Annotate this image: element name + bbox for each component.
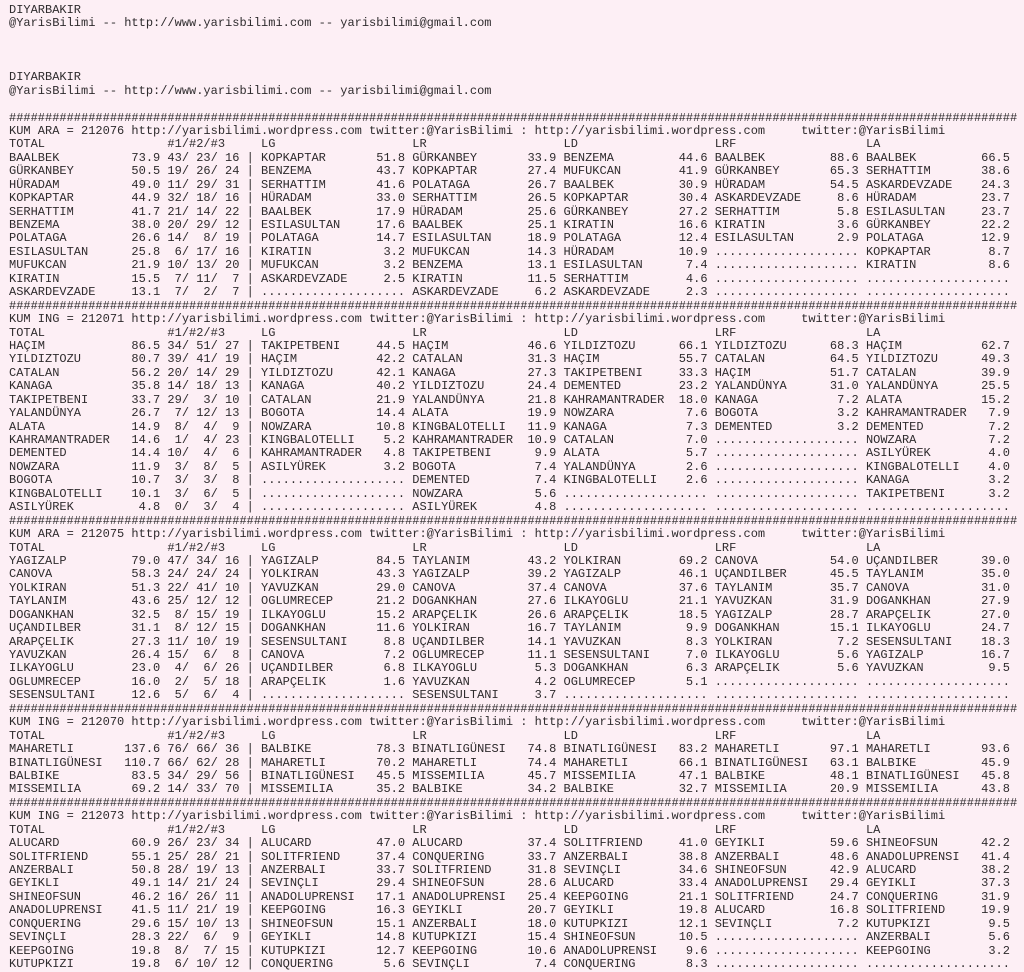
separator-line: ########################################… [9, 795, 1018, 810]
separator-line: ########################################… [9, 513, 1018, 528]
table-row: BAALBEK 73.9 43/ 23/ 16 | KOPKAPTAR 51.8… [9, 150, 1010, 165]
table-row: KINGBALOTELLI 10.1 3/ 6/ 5 | ...........… [9, 486, 1010, 501]
table-row: KOPKAPTAR 44.9 32/ 18/ 16 | HÜRADAM 33.0… [9, 191, 1010, 206]
column-header-row: TOTAL #1/#2/#3 LG LR LD LRF LA [9, 822, 1010, 837]
table-row: KUTUPKIZI 19.8 6/ 10/ 12 | CONQUERING 5.… [9, 957, 1010, 972]
table-row: YILDIZTOZU 80.7 39/ 41/ 19 | HAÇIM 42.2 … [9, 352, 1010, 367]
table-row: MUFUKCAN 21.9 10/ 13/ 20 | MUFUKCAN 3.2 … [9, 258, 1010, 273]
table-row: TAKIPETBENI 33.7 29/ 3/ 10 | CATALAN 21.… [9, 392, 1010, 407]
blank-line [9, 44, 1024, 57]
table-row: BOGOTA 10.7 3/ 3/ 8 | ..................… [9, 473, 1010, 488]
blank-line [9, 58, 1024, 71]
table-row: KIRATIN 15.5 7/ 11/ 7 | ASKARDEVZADE 2.5… [9, 271, 1010, 286]
table-row: ARAPÇELIK 27.3 11/ 10/ 19 | SESENSULTANI… [9, 634, 1010, 649]
separator-line: ########################################… [9, 701, 1018, 716]
section-header: KUM ARA = 212075 http://yarisbilimi.word… [9, 527, 946, 542]
blank-line [9, 31, 1024, 44]
table-row: ASILYÜREK 4.8 0/ 3/ 4 | ................… [9, 500, 1010, 515]
table-row: SESENSULTANI 12.6 5/ 6/ 4 | ............… [9, 688, 1010, 703]
table-row: MISSEMILIA 69.2 14/ 33/ 70 | MISSEMILIA … [9, 782, 1010, 797]
table-row: HAÇIM 86.5 34/ 51/ 27 | TAKIPETBENI 44.5… [9, 338, 1010, 353]
table-row: KAHRAMANTRADER 14.6 1/ 4/ 23 | KINGBALOT… [9, 433, 1010, 447]
separator-line: ########################################… [9, 110, 1018, 125]
table-row: ALUCARD 60.9 26/ 23/ 34 | ALUCARD 47.0 A… [9, 836, 1010, 851]
table-row: ALATA 14.9 8/ 4/ 9 | NOWZARA 10.8 KINGBA… [9, 419, 1010, 434]
table-row: GÜRKANBEY 50.5 19/ 26/ 24 | BENZEMA 43.7… [9, 164, 1010, 179]
column-header-row: TOTAL #1/#2/#3 LG LR LD LRF LA [9, 540, 1010, 555]
table-row: ANZERBALI 50.8 28/ 19/ 13 | ANZERBALI 33… [9, 863, 1010, 877]
table-row: YAGIZALP 79.0 47/ 34/ 16 | YAGIZALP 84.5… [9, 553, 1010, 568]
table-row: BALBIKE 83.5 34/ 29/ 56 | BINATLIGÜNESI … [9, 768, 1010, 783]
table-row: MAHARETLI 137.6 76/ 66/ 36 | BALBIKE 78.… [9, 742, 1010, 757]
table-row: SOLITFRIEND 55.1 25/ 28/ 21 | SOLITFRIEN… [9, 849, 1010, 864]
table-row: DOGANKHAN 32.5 8/ 15/ 19 | ILKAYOGLU 15.… [9, 607, 1010, 622]
section-header: KUM ING = 212070 http://yarisbilimi.word… [9, 715, 946, 730]
table-row: ANADOLUPRENSI 41.5 11/ 21/ 19 | KEEPGOIN… [9, 903, 1010, 918]
table-row: TAYLANIM 43.6 25/ 12/ 12 | OGLUMRECEP 21… [9, 594, 1010, 609]
blank-line [9, 98, 1024, 111]
table-row: OGLUMRECEP 16.0 2/ 5/ 18 | ARAPÇELIK 1.6… [9, 674, 1010, 689]
table-row: CONQUERING 29.6 15/ 10/ 13 | SHINEOFSUN … [9, 916, 1010, 931]
table-row: ILKAYOGLU 23.0 4/ 6/ 26 | UÇANDILBER 6.8… [9, 661, 1010, 676]
column-header-row: TOTAL #1/#2/#3 LG LR LD LRF LA [9, 325, 1010, 340]
table-row: YALANDÜNYA 26.7 7/ 12/ 13 | BOGOTA 14.4 … [9, 406, 1010, 421]
table-row: BINATLIGÜNESI 110.7 66/ 62/ 28 | MAHARET… [9, 755, 1010, 770]
section-header: KUM ING = 212071 http://yarisbilimi.word… [9, 312, 946, 327]
table-row: DEMENTED 14.4 10/ 4/ 6 | KAHRAMANTRADER … [9, 446, 1010, 461]
byline-repeat: @YarisBilimi -- http://www.yarisbilimi.c… [9, 83, 492, 98]
table-row: ESILASULTAN 25.8 6/ 17/ 16 | KIRATIN 3.2… [9, 244, 1010, 259]
page-title-repeat: DIYARBAKIR [9, 70, 82, 85]
table-row: SERHATTIM 41.7 21/ 14/ 22 | BAALBEK 17.9… [9, 204, 1010, 219]
table-row: YOLKIRAN 51.3 22/ 41/ 10 | YAVUZKAN 29.0… [9, 580, 1010, 595]
table-row: CATALAN 56.2 20/ 14/ 29 | YILDIZTOZU 42.… [9, 365, 1010, 380]
table-row: YAVUZKAN 26.4 15/ 6/ 8 | CANOVA 7.2 OGLU… [9, 648, 1010, 662]
table-row: CANOVA 58.3 24/ 24/ 24 | YOLKIRAN 43.3 Y… [9, 567, 1010, 582]
table-row: ASKARDEVZADE 13.1 7/ 2/ 7 | ............… [9, 285, 1010, 300]
section-header: KUM ING = 212073 http://yarisbilimi.word… [9, 809, 946, 824]
table-row: NOWZARA 11.9 3/ 8/ 5 | ASILYÜREK 3.2 BOG… [9, 459, 1010, 474]
byline: @YarisBilimi -- http://www.yarisbilimi.c… [9, 16, 492, 31]
separator-line: ########################################… [9, 298, 1018, 313]
table-row: HÜRADAM 49.0 11/ 29/ 31 | SERHATTIM 41.6… [9, 177, 1010, 192]
table-row: SEVINÇLI 28.3 22/ 6/ 9 | GEYIKLI 14.8 KU… [9, 930, 1010, 945]
table-row: GEYIKLI 49.1 14/ 21/ 24 | SEVINÇLI 29.4 … [9, 876, 1010, 891]
table-row: SHINEOFSUN 46.2 16/ 26/ 11 | ANADOLUPREN… [9, 889, 1010, 904]
page-title: DIYARBAKIR [9, 3, 82, 17]
report-sections: ########################################… [9, 110, 1024, 972]
table-row: BENZEMA 38.0 20/ 29/ 12 | ESILASULTAN 17… [9, 218, 1010, 232]
table-row: KEEPGOING 19.8 8/ 7/ 15 | KUTUPKIZI 12.7… [9, 943, 1010, 958]
table-row: KANAGA 35.8 14/ 18/ 13 | KANAGA 40.2 YIL… [9, 379, 1010, 394]
column-header-row: TOTAL #1/#2/#3 LG LR LD LRF LA [9, 728, 1010, 743]
section-header: KUM ARA = 212076 http://yarisbilimi.word… [9, 123, 946, 138]
column-header-row: TOTAL #1/#2/#3 LG LR LD LRF LA [9, 137, 1010, 152]
table-row: POLATAGA 26.6 14/ 8/ 19 | POLATAGA 14.7 … [9, 231, 1010, 246]
table-row: UÇANDILBER 31.1 8/ 12/ 15 | DOGANKHAN 11… [9, 621, 1010, 636]
